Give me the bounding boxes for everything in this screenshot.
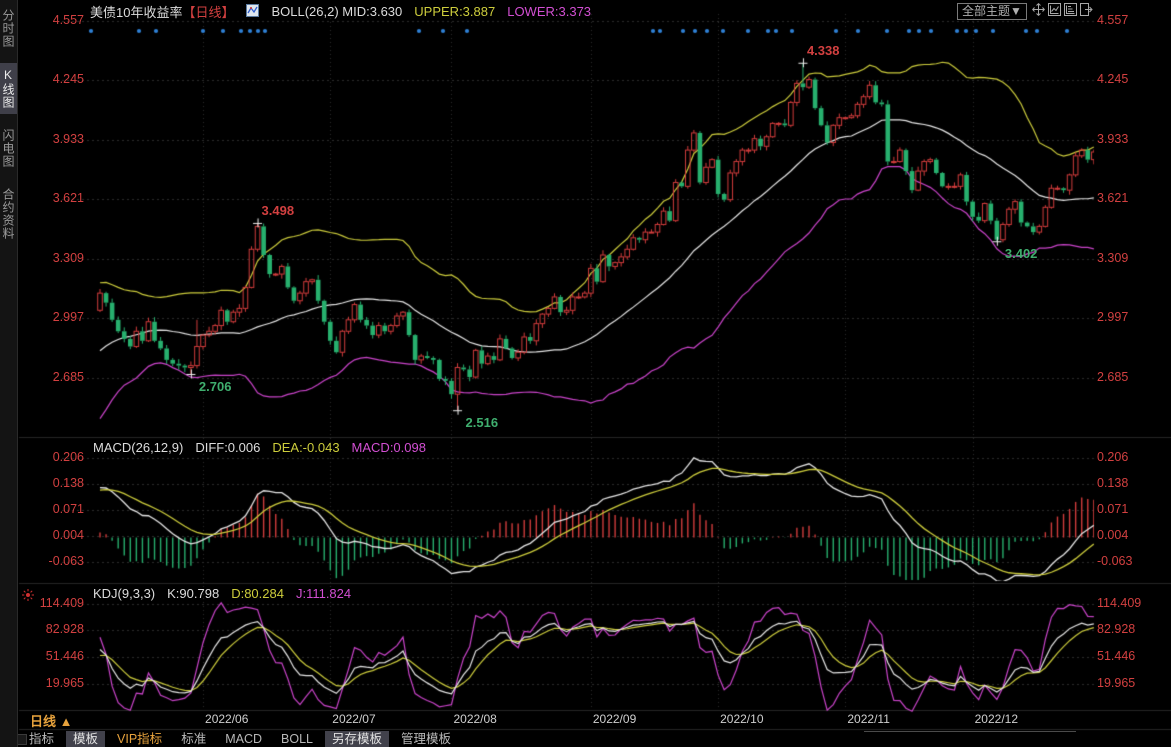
h-scrollbar[interactable] (864, 731, 1076, 732)
bottom-tab-1[interactable]: 模板 (66, 731, 106, 747)
main-axis-tick-right: 3.933 (1097, 132, 1129, 146)
bottom-tab-4[interactable]: MACD (225, 732, 263, 746)
axis-fit-icon[interactable] (1064, 3, 1077, 16)
main-axis-tick-right: 2.685 (1097, 370, 1129, 384)
kdj-panel-header: KDJ(9,3,3) K:90.798 D:80.284 J:111.824 (93, 586, 351, 601)
main-axis-tick-left: 3.621 (52, 191, 84, 205)
macd-axis-tick-left: 0.138 (52, 476, 84, 490)
kdj-axis-tick-right: 51.446 (1097, 649, 1136, 663)
instrument-title: 美债10年收益率 (90, 5, 183, 20)
main-axis-tick-left: 4.245 (52, 72, 84, 86)
bottom-tab-bar: 指标 模板 VIP指标 标准 MACD BOLL 另存模板 管理模板 (22, 731, 458, 747)
kdj-axis-tick-left: 19.965 (45, 676, 84, 690)
main-axis-tick-left: 4.557 (52, 13, 84, 27)
sidebar-item-0[interactable]: 分时图 (1, 9, 15, 48)
bottom-tab-2[interactable]: VIP指标 (117, 732, 163, 746)
macd-axis-tick-left: -0.063 (48, 554, 84, 568)
macd-axis-tick-left: 0.071 (52, 502, 84, 516)
price-annotation: 2.516 (465, 415, 499, 431)
period-tag: 【日线】 (182, 5, 235, 20)
macd-axis-tick-right: 0.004 (1097, 528, 1129, 542)
boll-values: BOLL(26,2) MID:3.630 (271, 4, 403, 19)
main-axis-tick-left: 3.309 (52, 251, 84, 265)
main-axis-tick-right: 2.997 (1097, 310, 1129, 324)
macd-axis-tick-left: 0.206 (52, 450, 84, 464)
kdj-axis-tick-left: 82.928 (45, 622, 84, 636)
crosshair-move-icon[interactable] (1032, 3, 1045, 16)
x-axis-month-label: 2022/10 (720, 712, 764, 726)
price-annotation: 2.706 (198, 378, 232, 394)
macd-dea-value: DEA:-0.043 (272, 440, 340, 455)
boll-indicator-icon[interactable] (246, 3, 260, 20)
x-axis-month-label: 2022/12 (974, 712, 1019, 726)
macd-axis-tick-right: 0.206 (1097, 450, 1129, 464)
main-axis-tick-right: 3.621 (1097, 191, 1129, 205)
macd-diff-value: DIFF:0.006 (195, 440, 261, 455)
bottom-tab-3[interactable]: 标准 (181, 732, 207, 746)
axis-scale-icon[interactable] (1048, 3, 1061, 16)
left-sidebar: 分时图 K线图闪电图合约资料 (0, 0, 18, 747)
price-annotation: 3.498 (261, 202, 295, 218)
kdj-axis-tick-left: 114.409 (39, 596, 84, 610)
kdj-axis-tick-right: 82.928 (1097, 622, 1136, 636)
boll-upper-value: UPPER:3.887 (414, 4, 496, 19)
price-annotation: 3.402 (1004, 246, 1038, 262)
macd-name: MACD(26,12,9) (93, 440, 184, 455)
kdj-axis-tick-left: 51.446 (45, 649, 84, 663)
main-axis-tick-left: 2.997 (52, 310, 84, 324)
kdj-name: KDJ(9,3,3) (93, 586, 156, 601)
main-chart-header: 美债10年收益率 【日线】 BOLL(26,2) MID:3.630 UPPER… (90, 2, 591, 21)
timeframe-label[interactable]: 日线 ▲ (30, 714, 73, 729)
macd-axis-tick-right: 0.138 (1097, 476, 1129, 490)
main-axis-tick-right: 3.309 (1097, 251, 1129, 265)
sidebar-item-2[interactable]: 闪电图 (1, 129, 15, 168)
sidebar-item-3[interactable]: 合约资料 (1, 188, 15, 240)
bottom-tab-0[interactable]: 指标 (29, 732, 55, 746)
bottom-tab-5[interactable]: BOLL (281, 732, 313, 746)
boll-lower-value: LOWER:3.373 (507, 4, 592, 19)
theme-selector-dropdown[interactable]: 全部主题▼ (957, 3, 1027, 20)
indicator-settings-icon[interactable] (21, 588, 35, 607)
macd-panel-header: MACD(26,12,9) DIFF:0.006 DEA:-0.043 MACD… (93, 440, 426, 455)
macd-axis-tick-left: 0.004 (52, 528, 84, 542)
kdj-axis-tick-right: 19.965 (1097, 676, 1136, 690)
pane-arrow-icon[interactable] (1080, 3, 1093, 16)
x-axis-month-label: 2022/08 (453, 712, 497, 726)
chart-toolbar (1032, 3, 1093, 16)
bottom-tab-6[interactable]: 另存模板 (324, 731, 389, 747)
x-axis-month-label: 2022/11 (847, 712, 890, 726)
x-axis-month-label: 2022/09 (592, 712, 637, 726)
kdj-j-value: J:111.824 (295, 586, 352, 601)
main-axis-tick-right: 4.245 (1097, 72, 1129, 86)
price-annotation: 4.338 (806, 42, 840, 58)
x-axis-month-label: 2022/06 (205, 712, 249, 726)
kdj-d-value: D:80.284 (231, 586, 284, 601)
main-axis-tick-right: 4.557 (1097, 13, 1129, 27)
x-axis-month-label: 2022/07 (332, 712, 376, 726)
macd-axis-tick-right: 0.071 (1097, 502, 1129, 516)
bottom-tab-7[interactable]: 管理模板 (401, 732, 452, 746)
main-axis-tick-left: 3.933 (52, 132, 84, 146)
main-axis-tick-left: 2.685 (52, 370, 84, 384)
kdj-axis-tick-right: 114.409 (1097, 596, 1142, 610)
sidebar-item-1[interactable]: K线图 (0, 63, 17, 114)
kdj-k-value: K:90.798 (167, 586, 220, 601)
macd-macd-value: MACD:0.098 (351, 440, 426, 455)
macd-axis-tick-right: -0.063 (1097, 554, 1133, 568)
